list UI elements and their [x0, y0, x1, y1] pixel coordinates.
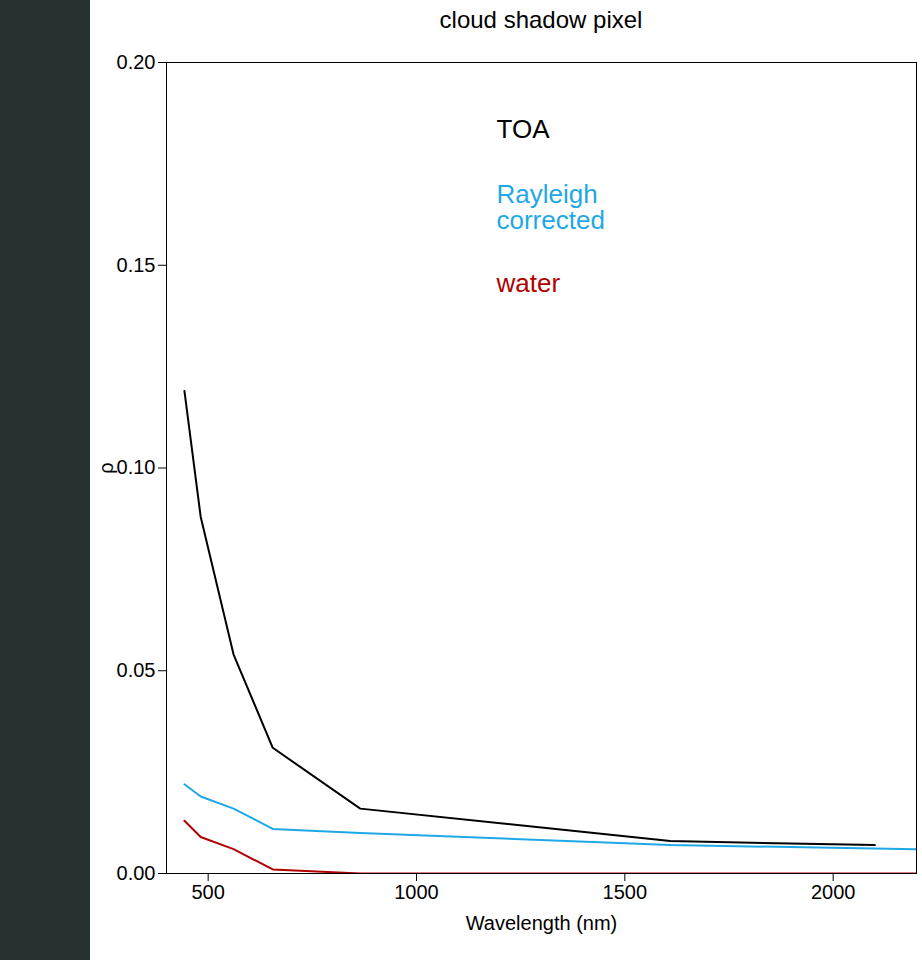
svg-text:0.15: 0.15: [117, 254, 156, 276]
svg-text:ρ: ρ: [95, 462, 117, 473]
svg-text:1000: 1000: [394, 881, 439, 903]
svg-text:0.05: 0.05: [117, 659, 156, 681]
svg-text:1500: 1500: [603, 881, 648, 903]
html-text:cloud shadow pixel: cloud shadow pixel: [439, 6, 643, 33]
svg-text:0.20: 0.20: [117, 51, 156, 73]
svg-text:water: water: [496, 268, 561, 298]
svg-text:0.00: 0.00: [117, 862, 156, 884]
svg-text:2000: 2000: [811, 881, 856, 903]
svg-text:500: 500: [191, 881, 224, 903]
svg-text:0.10: 0.10: [117, 456, 156, 478]
svg-text:Rayleighcorrected: Rayleighcorrected: [497, 179, 605, 235]
svg-text:Wavelength (nm): Wavelength (nm): [466, 912, 618, 934]
svg-text:TOA: TOA: [497, 114, 551, 144]
